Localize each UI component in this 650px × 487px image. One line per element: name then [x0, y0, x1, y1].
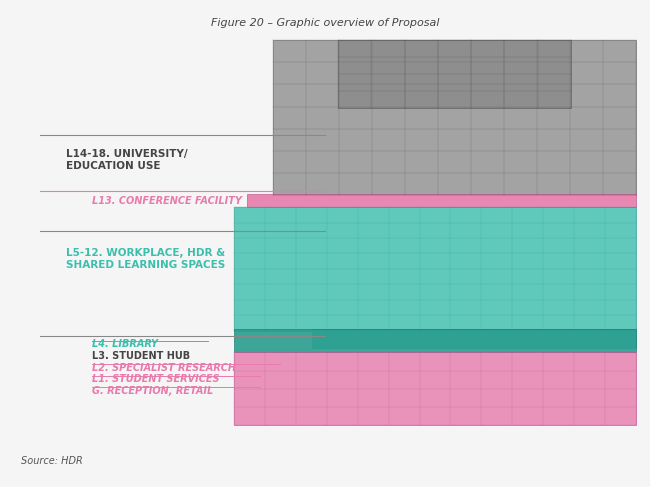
Text: Source: HDR: Source: HDR — [21, 456, 83, 466]
Bar — [248, 194, 636, 207]
Text: Figure 20 – Graphic overview of Proposal: Figure 20 – Graphic overview of Proposal — [211, 19, 439, 28]
Bar — [338, 40, 571, 108]
Bar — [312, 329, 636, 348]
Text: L13. CONFERENCE FACILITY: L13. CONFERENCE FACILITY — [92, 196, 242, 206]
Text: L3. STUDENT HUB: L3. STUDENT HUB — [92, 351, 190, 361]
Bar — [273, 40, 636, 195]
Text: L1. STUDENT SERVICES: L1. STUDENT SERVICES — [92, 374, 220, 384]
Bar — [235, 329, 636, 353]
Text: L14-18. UNIVERSITY/
EDUCATION USE: L14-18. UNIVERSITY/ EDUCATION USE — [66, 149, 188, 170]
Bar — [235, 353, 636, 425]
Text: L2. SPECIALIST RESEARCH: L2. SPECIALIST RESEARCH — [92, 363, 236, 373]
Text: L5-12. WORKPLACE, HDR &
SHARED LEARNING SPACES: L5-12. WORKPLACE, HDR & SHARED LEARNING … — [66, 248, 226, 270]
Bar — [235, 207, 636, 331]
Text: L4. LIBRARY: L4. LIBRARY — [92, 339, 158, 349]
Text: G. RECEPTION, RETAIL: G. RECEPTION, RETAIL — [92, 386, 213, 396]
